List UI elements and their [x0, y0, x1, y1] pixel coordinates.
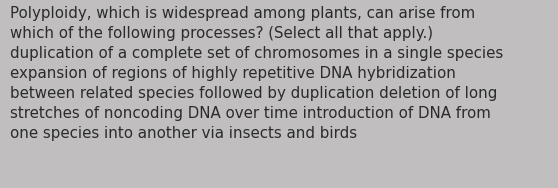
Text: Polyploidy, which is widespread among plants, can arise from
which of the follow: Polyploidy, which is widespread among pl… — [10, 6, 503, 141]
